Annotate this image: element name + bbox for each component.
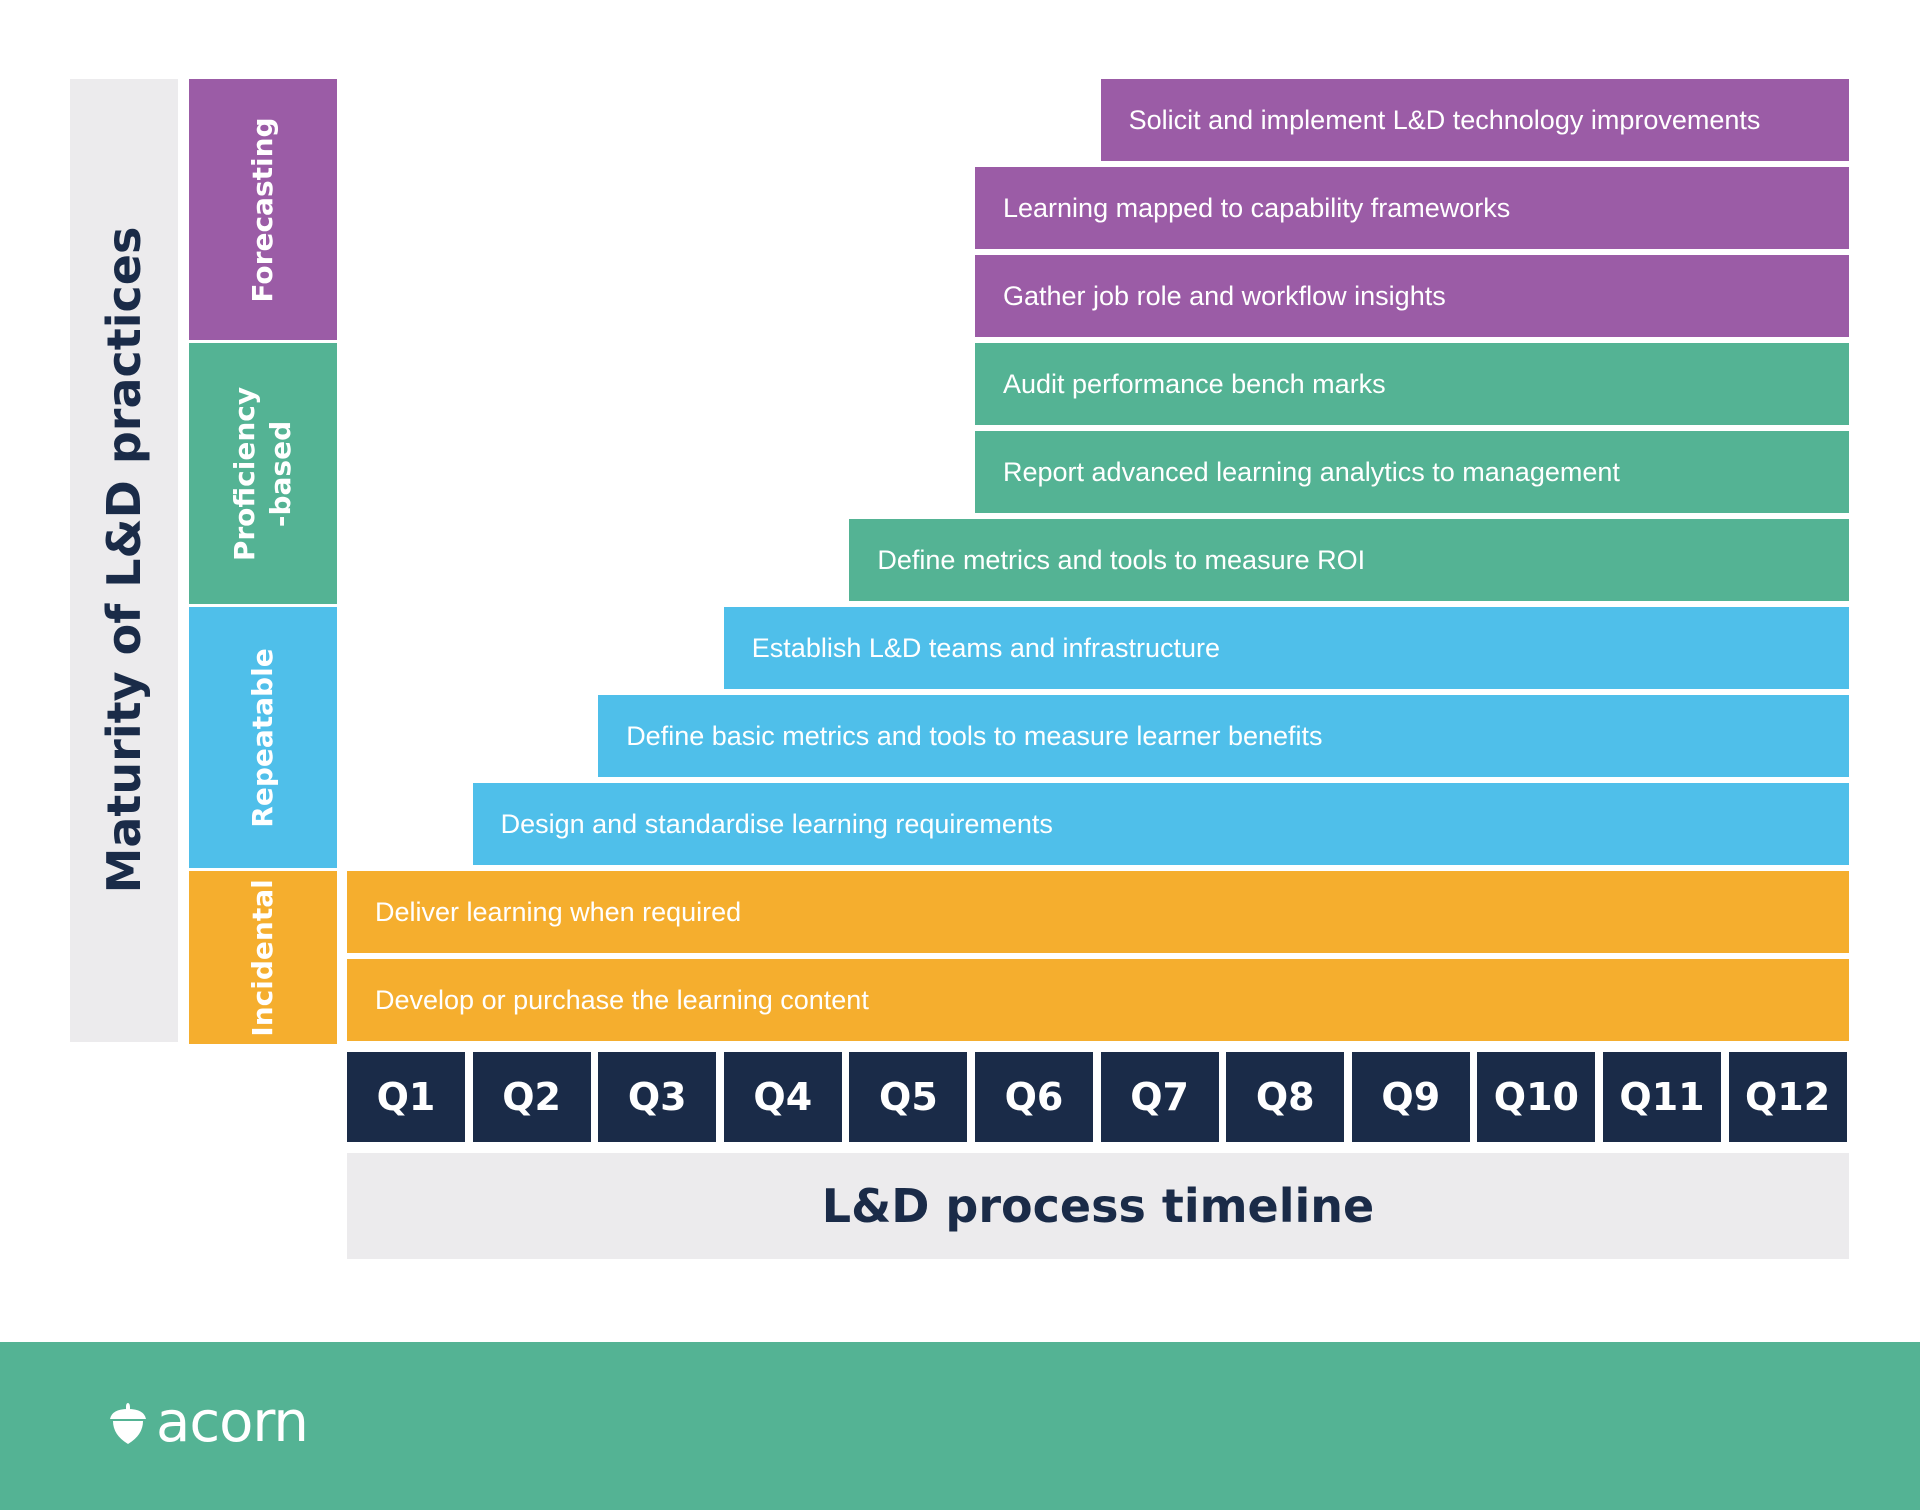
stage-incidental: Incidental <box>189 871 337 1044</box>
activity-bar: Gather job role and workflow insights <box>975 255 1849 337</box>
acorn-logo: acorn <box>108 1390 309 1455</box>
stage-label: Proficiency -based <box>228 386 297 561</box>
quarter-q6: Q6 <box>975 1052 1093 1142</box>
activity-bar: Establish L&D teams and infrastructure <box>723 607 1849 689</box>
quarter-q9: Q9 <box>1351 1052 1470 1142</box>
y-axis-title: Maturity of L&D practices <box>97 226 151 894</box>
stage-label: Forecasting <box>246 116 279 303</box>
stage-label: Repeatable <box>246 647 279 828</box>
quarter-q3: Q3 <box>598 1052 717 1142</box>
quarter-q5: Q5 <box>849 1052 968 1142</box>
logo-text: acorn <box>156 1390 309 1455</box>
footer-bar <box>0 1342 1920 1510</box>
stage-repeatable: Repeatable <box>189 607 337 868</box>
activity-bar: Define basic metrics and tools to measur… <box>598 695 1849 777</box>
activity-bar: Deliver learning when required <box>347 871 1849 953</box>
activity-bar: Report advanced learning analytics to ma… <box>975 431 1849 513</box>
activity-bar: Audit performance bench marks <box>975 343 1849 425</box>
activity-bar: Develop or purchase the learning content <box>347 959 1849 1041</box>
quarter-q7: Q7 <box>1100 1052 1219 1142</box>
quarter-q2: Q2 <box>472 1052 591 1142</box>
quarter-q12: Q12 <box>1728 1052 1847 1142</box>
quarter-q1: Q1 <box>347 1052 465 1142</box>
activity-bar: Solicit and implement L&D technology imp… <box>1100 79 1849 161</box>
x-axis-title: L&D process timeline <box>821 1179 1375 1233</box>
stage-label: Incidental <box>246 878 279 1037</box>
acorn-icon <box>110 1402 146 1444</box>
stage-proficiency-based: Proficiency -based <box>189 343 337 604</box>
stage-forecasting: Forecasting <box>189 79 337 340</box>
quarter-q11: Q11 <box>1603 1052 1721 1142</box>
activity-bar: Design and standardise learning requirem… <box>472 783 1849 865</box>
quarter-q8: Q8 <box>1226 1052 1345 1142</box>
y-axis-panel <box>70 79 178 1042</box>
quarter-q4: Q4 <box>723 1052 842 1142</box>
activity-bar: Learning mapped to capability frameworks <box>975 167 1849 249</box>
x-axis-panel: L&D process timeline <box>347 1153 1849 1259</box>
activity-bar: Define metrics and tools to measure ROI <box>849 519 1849 601</box>
quarter-q10: Q10 <box>1477 1052 1596 1142</box>
